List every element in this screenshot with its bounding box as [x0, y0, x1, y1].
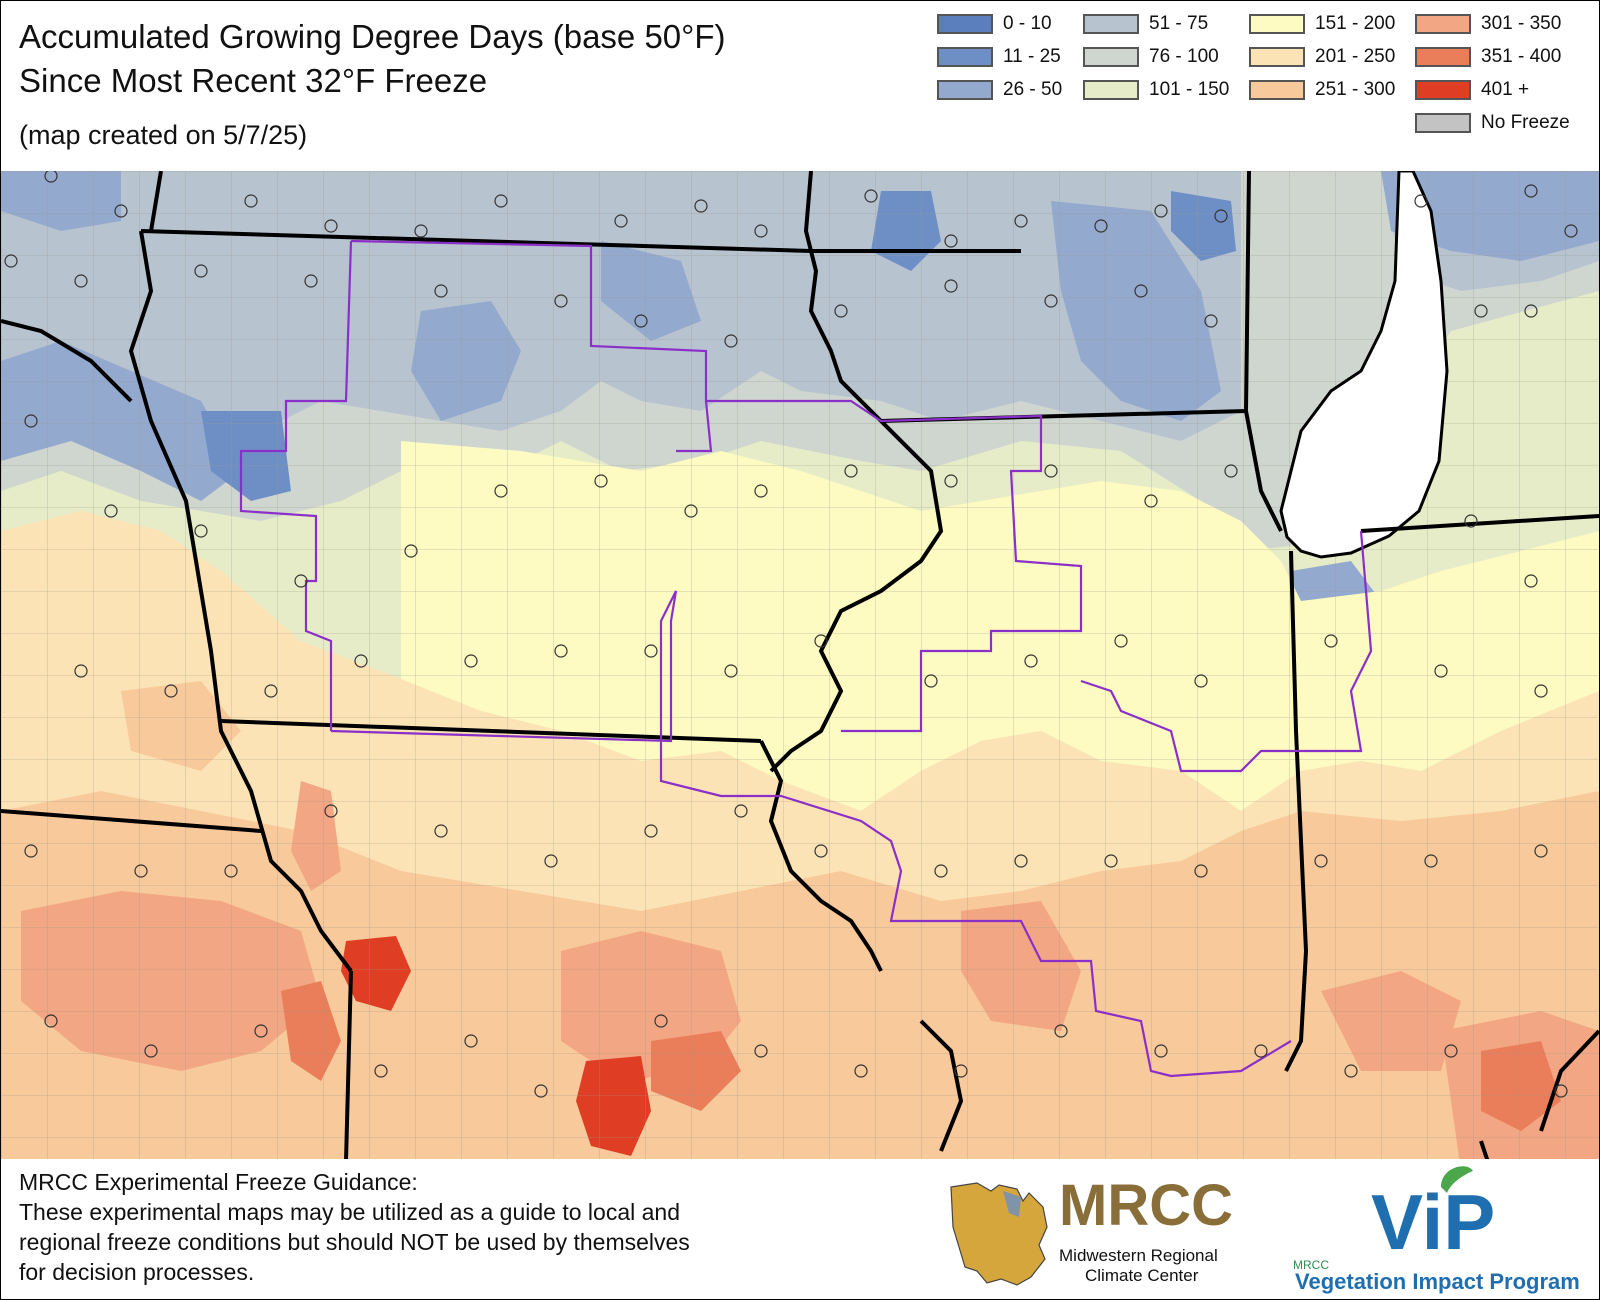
legend-swatch — [1415, 80, 1471, 100]
legend: 0 - 10 11 - 25 26 - 50 51 - 75 76 - 100 … — [931, 9, 1596, 139]
mrcc-name-line: Midwestern Regional — [1059, 1246, 1218, 1265]
disclaimer-line: for decision processes. — [19, 1259, 255, 1285]
legend-label: 76 - 100 — [1149, 46, 1219, 67]
mrcc-name-line: Climate Center — [1085, 1266, 1199, 1285]
legend-item: 101 - 150 — [1083, 77, 1229, 103]
disclaimer: MRCC Experimental Freeze Guidance: These… — [19, 1167, 899, 1287]
map-subtitle: Since Most Recent 32°F Freeze — [19, 62, 488, 99]
legend-swatch — [1415, 47, 1471, 67]
mrcc-wordmark: MRCC — [1059, 1173, 1233, 1238]
legend-swatch — [937, 80, 993, 100]
legend-label: 101 - 150 — [1149, 79, 1230, 100]
legend-item: 51 - 75 — [1083, 11, 1208, 37]
mrcc-logo: MRCC Midwestern Regional Climate Center — [950, 1173, 1233, 1286]
legend-item: 76 - 100 — [1083, 44, 1219, 70]
legend-label: 11 - 25 — [1003, 46, 1061, 67]
legend-label: 201 - 250 — [1315, 46, 1396, 67]
disclaimer-heading: MRCC Experimental Freeze Guidance: — [19, 1169, 418, 1195]
legend-item: 351 - 400 — [1415, 44, 1561, 70]
legend-swatch — [1249, 47, 1305, 67]
legend-swatch — [1083, 47, 1139, 67]
station-markers — [4, 171, 1578, 1098]
footer: MRCC Experimental Freeze Guidance: These… — [1, 1159, 1599, 1299]
lake-michigan — [1279, 171, 1449, 559]
map-creation-date: (map created on 5/7/25) — [19, 120, 308, 150]
vip-program-name: Vegetation Impact Program — [1295, 1269, 1580, 1294]
disclaimer-line: regional freeze conditions but should NO… — [19, 1229, 690, 1255]
disclaimer-line: These experimental maps may be utilized … — [19, 1199, 680, 1225]
legend-item: No Freeze — [1415, 110, 1570, 136]
legend-label: 51 - 75 — [1149, 13, 1209, 34]
vip-wordmark: ViP — [1371, 1178, 1495, 1266]
legend-swatch — [1083, 80, 1139, 100]
legend-swatch — [1249, 14, 1305, 34]
legend-label: No Freeze — [1481, 112, 1570, 133]
legend-swatch — [1415, 14, 1471, 34]
gdd-map — [1, 171, 1599, 1171]
region-outline — [239, 239, 1373, 1078]
great-lakes-icon — [1003, 1191, 1021, 1217]
legend-item: 151 - 200 — [1249, 11, 1395, 37]
legend-label: 301 - 350 — [1481, 13, 1562, 34]
vip-mrcc-small: MRCC — [1293, 1258, 1329, 1272]
legend-swatch — [1415, 113, 1471, 133]
county-grid — [1, 171, 1599, 1171]
legend-item: 301 - 350 — [1415, 11, 1561, 37]
legend-label: 151 - 200 — [1315, 13, 1396, 34]
legend-item: 401 + — [1415, 77, 1529, 103]
legend-item: 201 - 250 — [1249, 44, 1395, 70]
legend-item: 0 - 10 — [937, 11, 1052, 37]
legend-label: 251 - 300 — [1315, 79, 1396, 100]
legend-item: 11 - 25 — [937, 44, 1061, 70]
legend-item: 26 - 50 — [937, 77, 1062, 103]
legend-swatch — [1249, 80, 1305, 100]
legend-label: 351 - 400 — [1481, 46, 1562, 67]
legend-label: 401 + — [1481, 79, 1530, 100]
legend-item: 251 - 300 — [1249, 77, 1395, 103]
vip-logo: MRCC ViP Vegetation Impact Program — [1293, 1166, 1580, 1294]
legend-swatch — [937, 47, 993, 67]
midwest-region-icon — [950, 1182, 1048, 1286]
legend-swatch — [937, 14, 993, 34]
legend-label: 26 - 50 — [1003, 79, 1063, 100]
legend-swatch — [1083, 14, 1139, 34]
leaf-icon — [1441, 1166, 1473, 1193]
map-title: Accumulated Growing Degree Days (base 50… — [19, 18, 726, 55]
legend-label: 0 - 10 — [1003, 13, 1052, 34]
